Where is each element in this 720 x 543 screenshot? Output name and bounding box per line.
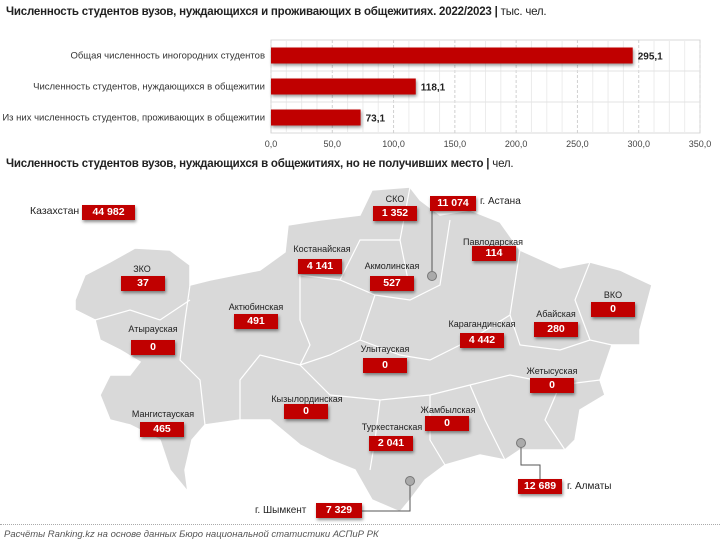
region-label: Актюбинская (228, 302, 284, 312)
region-value-box: 465 (140, 422, 184, 437)
x-tick-label: 150,0 (444, 139, 467, 149)
x-tick-label: 100,0 (382, 139, 405, 149)
region-label: Павлодарская (463, 237, 523, 247)
bar-chart: Общая численность иногородних студентов 2… (2, 39, 712, 149)
bar-chart-title: Численность студентов вузов, нуждающихся… (6, 6, 547, 18)
region-label: Акмолинская (364, 261, 420, 271)
region-value-box: 4 442 (460, 333, 504, 348)
x-tick-label: 250,0 (566, 139, 589, 149)
shymkent-dot (405, 476, 415, 486)
region-label: Мангистауская (131, 409, 195, 419)
bar-title-text: Численность студентов вузов, нуждающихся… (6, 6, 492, 18)
x-tick-label: 300,0 (627, 139, 650, 149)
region-label: Туркестанская (361, 422, 423, 432)
bar (271, 78, 416, 95)
category-label: Численность студентов, нуждающихся в общ… (33, 82, 265, 93)
region-label: СКО (385, 194, 405, 204)
bar (271, 109, 361, 126)
region-value-box: 0 (425, 416, 469, 431)
region-value-box: 0 (363, 358, 407, 373)
region-value-box: 37 (121, 276, 165, 291)
map-unit: чел. (492, 158, 514, 170)
region-value-box: 0 (530, 378, 574, 393)
city-value-box: 7 329 (316, 503, 362, 518)
almaty-dot (516, 438, 526, 448)
bar (271, 47, 633, 64)
region-value-box: 0 (591, 302, 635, 317)
astana-dot (427, 271, 437, 281)
region-value-box: 491 (234, 314, 278, 329)
x-tick-label: 350,0 (689, 139, 712, 149)
region-value-box: 0 (131, 340, 175, 355)
region-value-box: 0 (284, 404, 328, 419)
x-tick-label: 0,0 (265, 139, 278, 149)
region-label: Абайская (536, 309, 576, 319)
region-label: Карагандинская (448, 319, 516, 329)
city-value-box: 12 689 (518, 479, 562, 494)
map-title-text: Численность студентов вузов, нуждающихся… (6, 158, 484, 170)
source-footer: Расчёты Ranking.kz на основе данных Бюро… (4, 529, 379, 540)
value-label: 295,1 (638, 52, 663, 63)
map-outline (74, 186, 653, 513)
region-label: ВКО (603, 290, 623, 300)
region-value-box: 280 (534, 322, 578, 337)
region-value-box: 2 041 (369, 436, 413, 451)
map-title: Численность студентов вузов, нуждающихся… (6, 158, 514, 170)
total-value-box: 44 982 (82, 205, 135, 220)
shymkent-leader (362, 476, 415, 512)
value-label: 73,1 (366, 114, 386, 125)
category-label: Из них численность студентов, проживающи… (2, 113, 265, 124)
category-label: Общая численность иногородних студентов (70, 51, 265, 62)
total-label: Казахстан (30, 205, 80, 217)
region-value-box: 527 (370, 276, 414, 291)
value-label: 118,1 (421, 83, 446, 94)
region-value-box: 1 352 (373, 206, 417, 221)
x-tick-label: 200,0 (505, 139, 528, 149)
city-label: г. Шымкент (255, 505, 307, 516)
region-label: Жетысуская (526, 366, 578, 376)
x-tick-label: 50,0 (324, 139, 342, 149)
region-label: Кызылординская (271, 394, 343, 404)
city-label: г. Алматы (567, 481, 612, 492)
region-label: ЗКО (133, 264, 151, 274)
footer-divider (0, 524, 720, 525)
region-value-box: 114 (472, 246, 516, 261)
region-label: Улытауская (360, 344, 410, 354)
region-label: Жамбылская (420, 405, 476, 415)
bar-unit: тыс. чел. (500, 6, 547, 18)
region-label: Костанайская (293, 244, 351, 254)
region-value-box: 4 141 (298, 259, 342, 274)
region-label: Атырауская (128, 324, 178, 334)
almaty-leader (516, 438, 541, 480)
city-value-box: 11 074 (430, 196, 476, 211)
city-label: г. Астана (480, 196, 521, 207)
